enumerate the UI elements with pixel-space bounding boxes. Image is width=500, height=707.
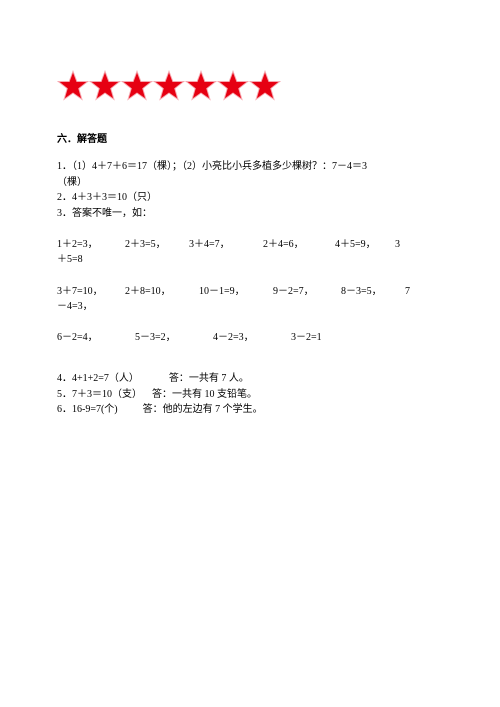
eq-cell: 3－2=1 bbox=[291, 330, 322, 345]
star-icon bbox=[153, 70, 185, 102]
eq-cell: 4＋5=9， bbox=[335, 237, 395, 252]
eq-row-2: 3＋7=10， 2＋8=10， 10－1=9， 9－2=7， 8－3=5， 7 bbox=[57, 284, 443, 299]
eq-cell: 7 bbox=[405, 284, 410, 299]
eq-cell: 3 bbox=[395, 237, 400, 252]
star-icon bbox=[249, 70, 281, 102]
answer-5: 5．7＋3＝10（支） 答：一共有 10 支铅笔。 bbox=[57, 387, 443, 403]
star-icon bbox=[217, 70, 249, 102]
star-icon bbox=[121, 70, 153, 102]
answer-6: 6．16-9=7(个) 答：他的左边有 7 个学生。 bbox=[57, 402, 443, 418]
star-icon bbox=[57, 70, 89, 102]
eq-cell: 8－3=5， bbox=[341, 284, 405, 299]
eq-cell: 9－2=7， bbox=[273, 284, 341, 299]
star-icon bbox=[89, 70, 121, 102]
eq-cell: 2＋3=5， bbox=[125, 237, 189, 252]
answer-3: 3．答案不唯一，如： bbox=[57, 206, 443, 222]
eq-cell: 3＋4=7， bbox=[189, 237, 263, 252]
answer-1: 1．（1）4＋7＋6＝17（棵）；（2）小亮比小兵多植多少棵树？：7－4＝3 bbox=[57, 159, 443, 175]
eq-cell: 1＋2=3， bbox=[57, 237, 125, 252]
eq-row-1b: ＋5=8 bbox=[57, 252, 443, 268]
eq-row-3: 6－2=4， 5－3=2， 4－2=3， 3－2=1 bbox=[57, 330, 443, 345]
stars-row bbox=[57, 70, 443, 102]
eq-row-2b: －4=3， bbox=[57, 299, 443, 315]
eq-row-1: 1＋2=3， 2＋3=5， 3＋4=7， 2＋4=6， 4＋5=9， 3 bbox=[57, 237, 443, 252]
eq-cell: 6－2=4， bbox=[57, 330, 135, 345]
answer-2: 2．4＋3＋3＝10（只） bbox=[57, 190, 443, 206]
section-title: 六．解答题 bbox=[57, 130, 443, 145]
eq-cell: 10－1=9， bbox=[199, 284, 273, 299]
eq-cell: 5－3=2， bbox=[135, 330, 213, 345]
answer-1b: （棵） bbox=[57, 175, 443, 191]
eq-cell: 2＋8=10， bbox=[125, 284, 199, 299]
eq-cell: 4－2=3， bbox=[213, 330, 291, 345]
star-icon bbox=[185, 70, 217, 102]
eq-cell: 2＋4=6， bbox=[263, 237, 335, 252]
answer-4: 4．4+1+2=7（人） 答：一共有 7 人。 bbox=[57, 371, 443, 387]
eq-cell: 3＋7=10， bbox=[57, 284, 125, 299]
